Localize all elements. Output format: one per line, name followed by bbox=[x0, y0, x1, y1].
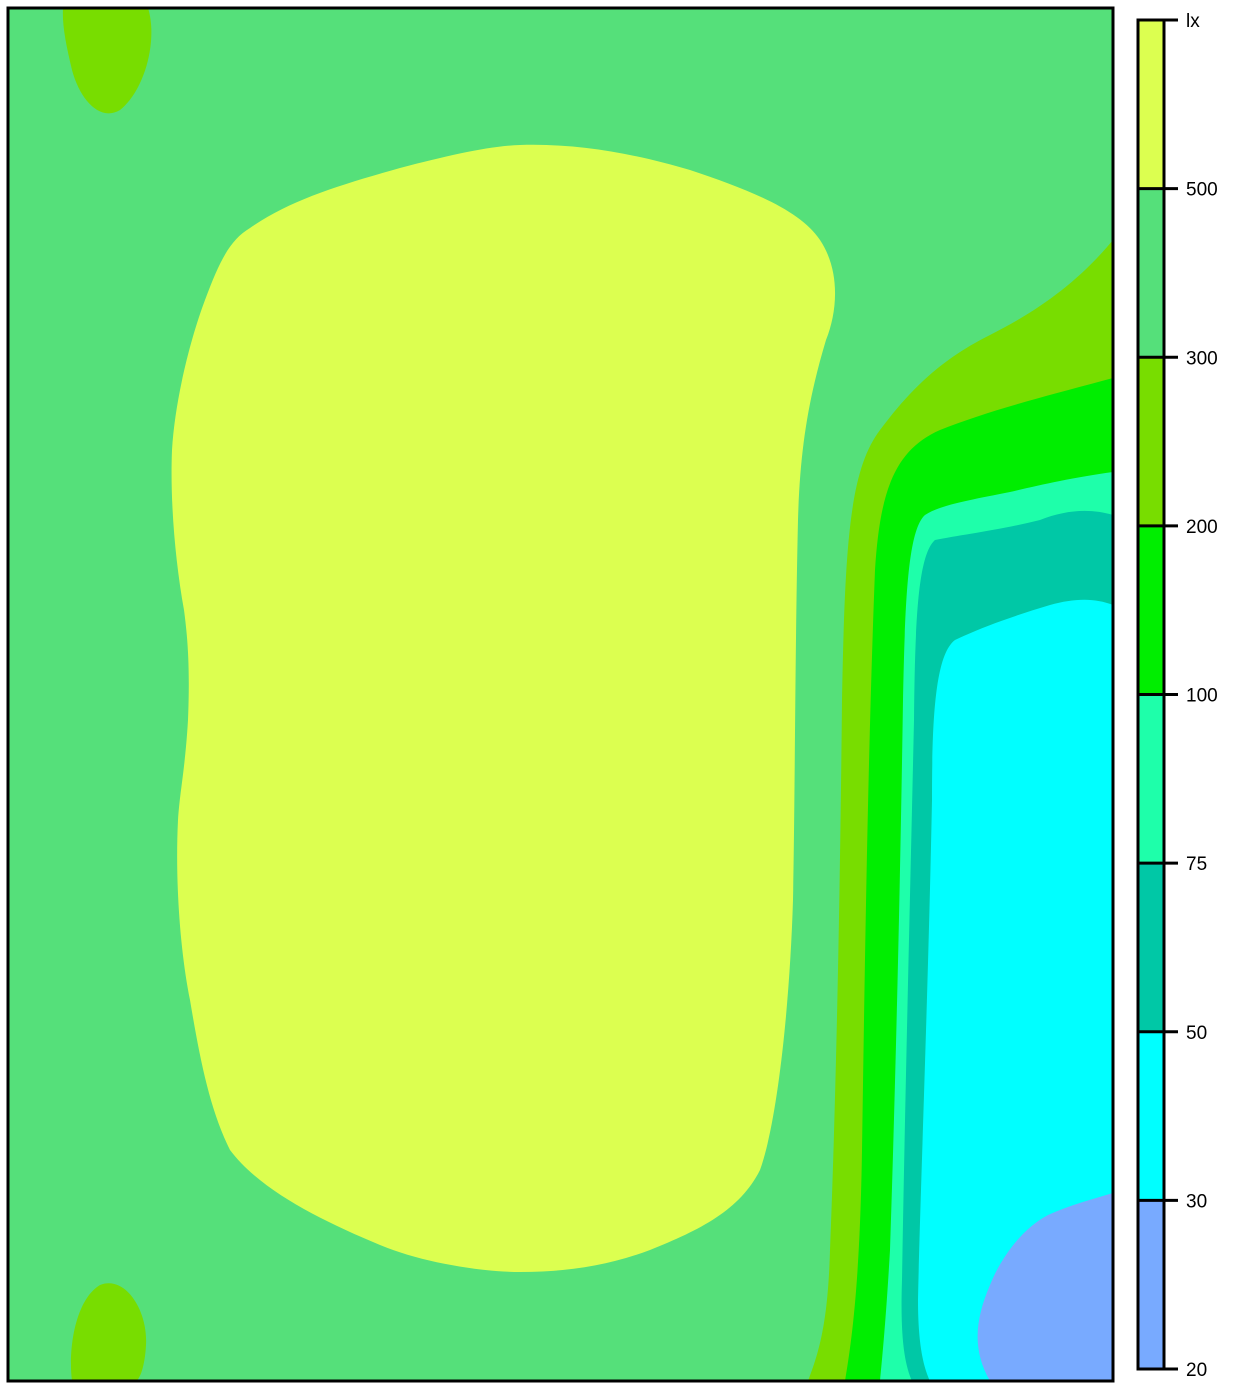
colorbar-segment bbox=[1138, 188, 1164, 358]
colorbar-segment bbox=[1138, 694, 1164, 864]
colorbar-tick-label: 500 bbox=[1186, 180, 1218, 201]
plot-frame bbox=[6, 6, 1115, 1383]
colorbar-tick-label: 30 bbox=[1186, 1191, 1207, 1212]
colorbar-tick-label: 75 bbox=[1186, 854, 1207, 875]
colorbar-segment bbox=[1138, 1200, 1164, 1369]
colorbar-tick-label: 200 bbox=[1186, 517, 1218, 538]
colorbar-segment bbox=[1138, 357, 1164, 526]
colorbar-tick-label: 50 bbox=[1186, 1023, 1207, 1044]
band-200-300-blob-top bbox=[62, 8, 152, 114]
colorbar: 20 30 50 75 100 200 300 500 lx bbox=[1136, 11, 1218, 1381]
contour-plot-area bbox=[8, 8, 1113, 1381]
colorbar-segment bbox=[1138, 863, 1164, 1032]
band-200-300-blob-bottom bbox=[70, 1283, 147, 1381]
band-30-50 bbox=[918, 599, 1113, 1381]
colorbar-tick-label: 100 bbox=[1186, 686, 1218, 707]
colorbar-segment bbox=[1138, 20, 1164, 189]
colorbar-segment bbox=[1138, 1031, 1164, 1201]
band-500-plus bbox=[171, 144, 836, 1273]
colorbar-tick-label: 20 bbox=[1186, 1360, 1207, 1381]
colorbar-unit-label: lx bbox=[1186, 11, 1200, 32]
colorbar-segment bbox=[1138, 525, 1164, 695]
band-20-30 bbox=[977, 1193, 1113, 1381]
colorbar-tick-label: 300 bbox=[1186, 348, 1218, 369]
